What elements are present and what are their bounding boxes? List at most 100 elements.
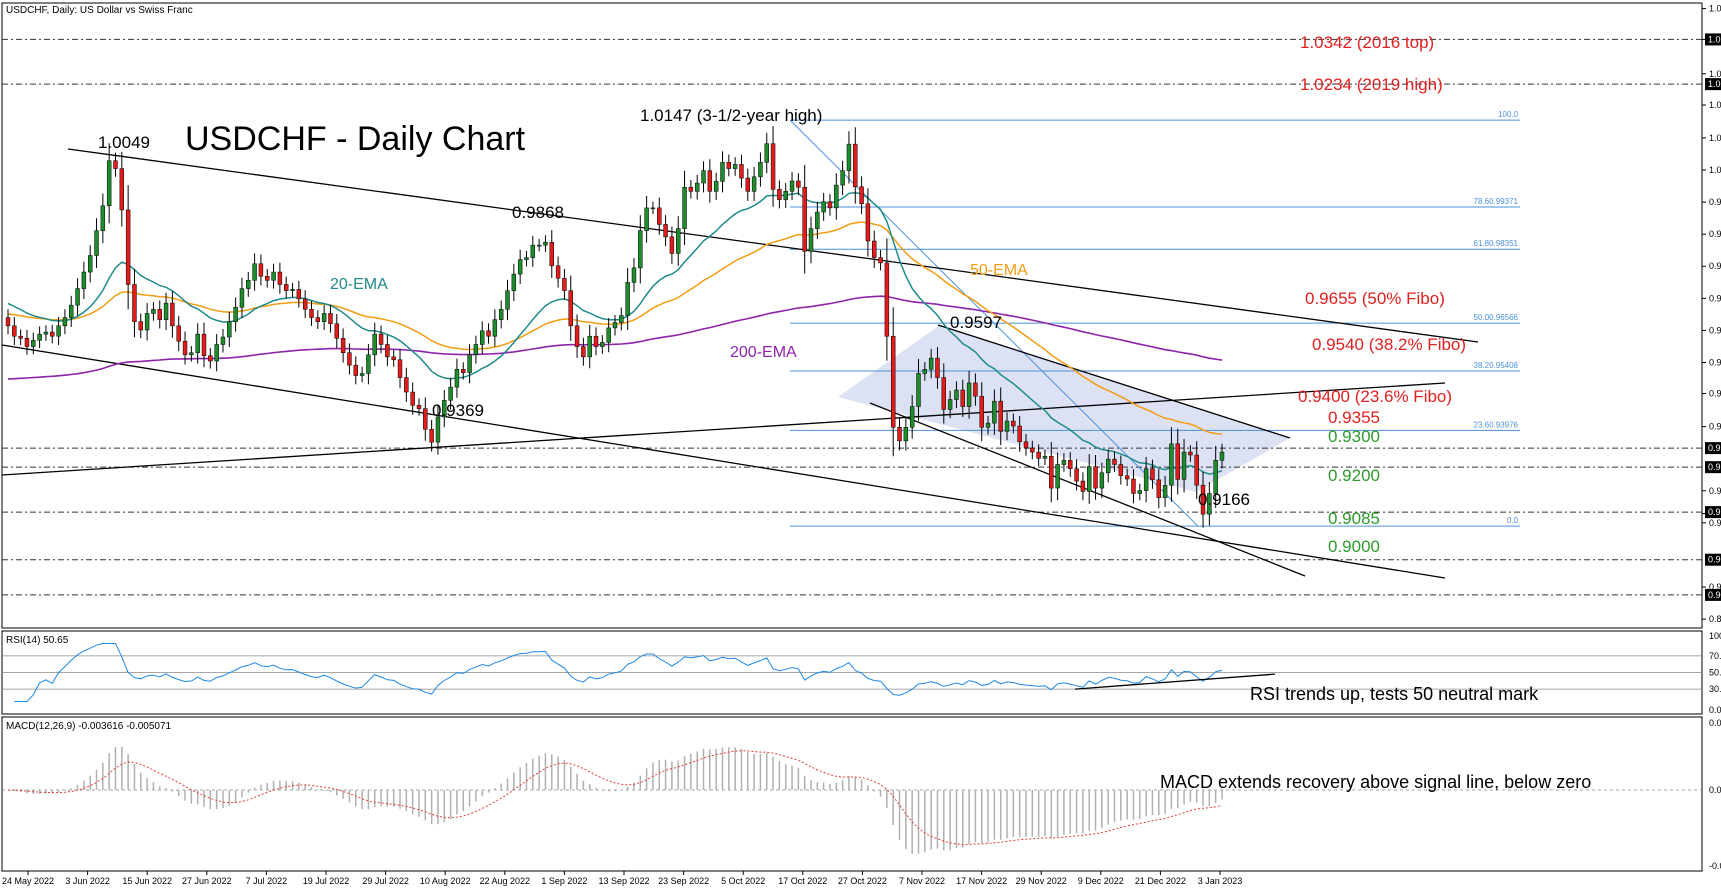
candle-body [353, 364, 358, 376]
candle-body [625, 282, 630, 316]
candle-body [890, 335, 896, 428]
candle-body [922, 369, 928, 374]
ema-label: 50-EMA [970, 262, 1028, 279]
candle-body [1011, 420, 1016, 427]
candle-body [239, 288, 245, 308]
price-tick-label: 0.97940 [1709, 261, 1721, 271]
price-tick-label: 0.98715 [1709, 229, 1721, 239]
candle-body [935, 357, 940, 378]
candle-body [416, 405, 422, 409]
candle-body [1150, 468, 1155, 481]
price-tag-label: 0.93086 [1708, 462, 1721, 472]
candle-body [69, 304, 74, 318]
candle-body [815, 211, 820, 229]
annotation-label: 1.0049 [98, 133, 150, 152]
candle-body [758, 162, 763, 178]
candle-body [947, 399, 953, 410]
candle-body [1156, 479, 1161, 498]
price-tick-label: 1.04165 [1709, 4, 1721, 14]
candle-body [1030, 447, 1035, 453]
fib-level-label: 50.00.96566 [1474, 313, 1519, 322]
candle-body [657, 207, 662, 225]
rsi-trendline [1074, 673, 1276, 690]
macd-axis-label: -0.016166 [1709, 861, 1721, 871]
fib-level-label: 0.0 [1507, 516, 1519, 525]
candle-body [498, 309, 504, 320]
candle-body [309, 309, 314, 318]
candle-body [404, 377, 409, 393]
candle-body [536, 244, 542, 247]
price-tag-label: 0.93546 [1708, 443, 1721, 453]
candle-body [941, 377, 947, 410]
candle-body [62, 317, 68, 327]
candle-body [233, 306, 238, 322]
candle-body [853, 143, 858, 188]
macd-pane [1, 716, 1703, 872]
date-label: 24 May 2022 [2, 876, 54, 886]
candle-body [555, 265, 561, 279]
candle-body [106, 160, 112, 207]
date-label: 19 Jul 2022 [303, 876, 350, 886]
candle-body [549, 241, 554, 267]
candle-body [619, 315, 624, 323]
date-label: 23 Sep 2022 [658, 876, 709, 886]
rsi-comment: RSI trends up, tests 50 neutral mark [1250, 684, 1539, 704]
candle-body [1055, 464, 1060, 489]
date-label: 5 Oct 2022 [721, 876, 765, 886]
date-label: 27 Oct 2022 [838, 876, 887, 886]
candle-body [5, 317, 11, 327]
rsi-axis-label: 70.00 [1709, 651, 1721, 661]
macd-axis-label: 0.000000 [1709, 785, 1721, 795]
candle-body [328, 313, 333, 325]
fib-level-label: 61.80.98351 [1474, 239, 1519, 248]
candle-body [385, 344, 390, 358]
price-tick-label: 0.89415 [1709, 614, 1721, 624]
trendline [67, 148, 1479, 343]
macd-label: MACD(12,26,9) -0.003616 -0.005071 [6, 721, 172, 732]
candle-body [290, 289, 295, 291]
annotation-label: 1.0147 (3-1/2-year high) [640, 106, 822, 125]
price-tick-label: 0.96390 [1709, 325, 1721, 335]
date-label: 7 Nov 2022 [899, 876, 945, 886]
candle-body [227, 321, 232, 338]
candle-body [334, 323, 340, 339]
candle-body [1118, 464, 1124, 476]
candle-body [878, 257, 883, 264]
price-tick-label: 0.95615 [1709, 357, 1721, 367]
fib-level-label: 100.0 [1498, 110, 1519, 119]
price-tag-box [1705, 442, 1721, 455]
date-label: 22 Aug 2022 [480, 876, 531, 886]
candle-body [726, 162, 732, 169]
candle-body [808, 228, 814, 252]
candle-body [593, 335, 599, 347]
candle-body [840, 170, 845, 186]
candle-body [638, 230, 643, 269]
annotation-label: 0.9166 [1198, 490, 1250, 509]
candle-body [1162, 484, 1168, 498]
chart-title: USDCHF - Daily Chart [185, 120, 526, 158]
candle-body [802, 186, 807, 252]
candle-body [1131, 478, 1136, 494]
price-tick-label: 1.02590 [1709, 69, 1721, 79]
candle-body [144, 313, 150, 331]
candle-body [543, 241, 548, 246]
candle-body [391, 356, 396, 361]
candle-body [1200, 484, 1206, 515]
candle-body [347, 352, 352, 366]
candle-body [296, 289, 302, 300]
key-level-label: 0.9540 (38.2% Fibo) [1312, 335, 1466, 354]
candle-body [707, 170, 713, 192]
candle-body [1169, 443, 1174, 486]
candle-body [751, 176, 757, 192]
candle-body [201, 333, 207, 356]
candle-body [265, 275, 270, 281]
candle-body [113, 160, 118, 169]
candle-body [340, 338, 346, 354]
price-tick-label: 1.01835 [1709, 100, 1721, 110]
date-label: 1 Sep 2022 [541, 876, 587, 886]
candle-body [859, 186, 864, 204]
key-level-label: 1.0342 (2016 top) [1300, 33, 1434, 52]
candle-body [75, 288, 80, 306]
